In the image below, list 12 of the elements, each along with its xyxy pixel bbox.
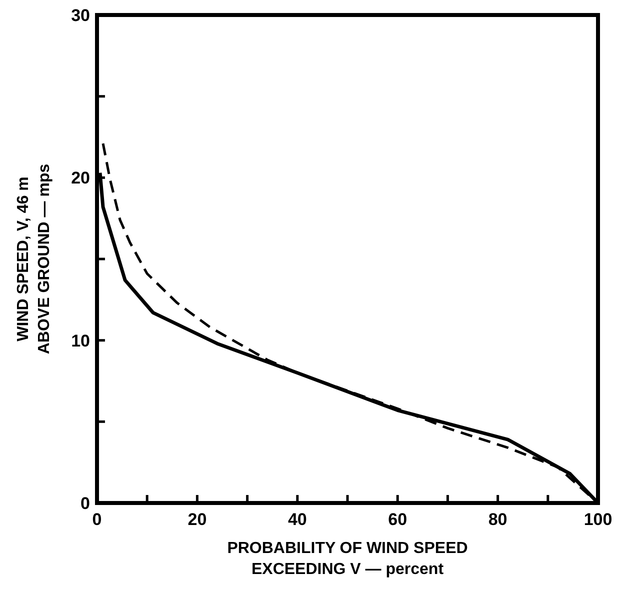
y-tick-label: 30 — [71, 6, 90, 25]
x-tick-label: 40 — [288, 510, 307, 529]
y-tick-label: 10 — [71, 331, 90, 350]
y-tick-label: 20 — [71, 168, 90, 188]
x-tick-label: 0 — [92, 510, 102, 529]
y-axis-title: WIND SPEED, V, 46 m ABOVE GROUND — mps — [15, 164, 53, 354]
x-tick-label: 60 — [388, 510, 408, 529]
x-axis-title: PROBABILITY OF WIND SPEED EXCEEDING V — percent — [227, 540, 468, 578]
y-tick-label: 0 — [80, 494, 90, 513]
x-tick-label: 20 — [188, 510, 207, 529]
x-tick-label: 80 — [488, 510, 508, 529]
x-tick-label: 100 — [584, 510, 612, 529]
